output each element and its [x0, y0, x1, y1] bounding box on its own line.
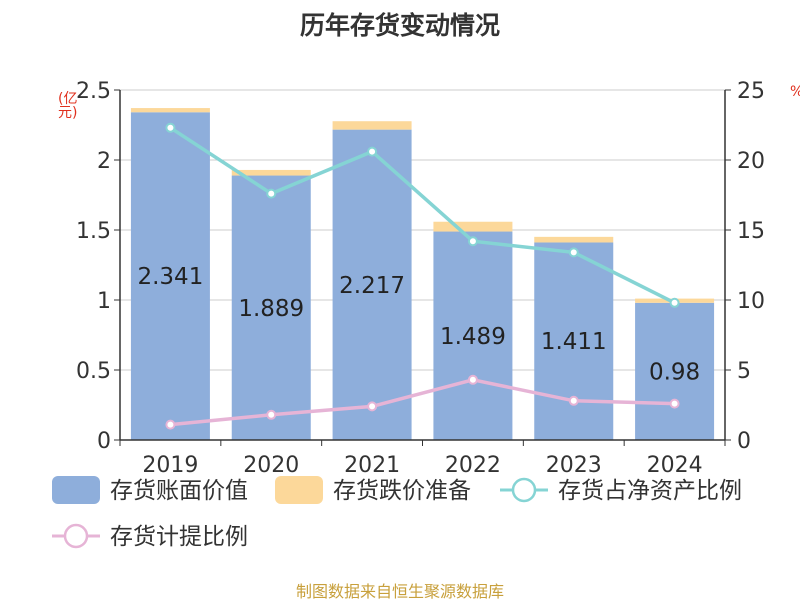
- right-axis-tick-label: 0: [737, 429, 751, 454]
- left-axis-tick-label: 1.5: [76, 219, 111, 244]
- x-axis-tick-label: 2022: [445, 453, 501, 478]
- left-axis-tick-label: 1: [97, 289, 111, 314]
- x-axis-tick-label: 2023: [546, 453, 602, 478]
- bar-inventory-impairment: [332, 121, 412, 130]
- bar-inventory-impairment: [433, 221, 513, 232]
- legend-label: 存货账面价值: [110, 478, 248, 504]
- legend-swatch-marker: [511, 477, 537, 503]
- line-point: [568, 395, 579, 406]
- bar-inventory-book-value: [433, 231, 513, 440]
- left-axis-tick-label: 2.5: [76, 79, 111, 104]
- line-point: [165, 122, 176, 133]
- legend-label: 存货计提比例: [110, 524, 248, 550]
- bar-inventory-book-value: [231, 175, 311, 441]
- line-point: [669, 398, 680, 409]
- x-axis-tick-label: 2021: [344, 453, 400, 478]
- line-point: [568, 247, 579, 258]
- source-note: 制图数据来自恒生聚源数据库: [295, 582, 504, 601]
- data-label: 0.98: [649, 359, 700, 385]
- bar-inventory-book-value: [534, 242, 614, 440]
- data-label: 1.489: [440, 324, 506, 350]
- left-axis-tick-label: 0: [97, 429, 111, 454]
- line-point: [467, 374, 478, 385]
- right-axis-unit-fragment: %: [790, 84, 800, 100]
- left-axis-unit: (亿元): [58, 91, 78, 121]
- legend-label: 存货跌价准备: [333, 478, 471, 504]
- data-label: 1.889: [238, 296, 304, 322]
- x-axis-tick-label: 2019: [142, 453, 198, 478]
- line-point: [165, 419, 176, 430]
- legend-swatch-marker: [63, 523, 89, 549]
- line-point: [266, 409, 277, 420]
- left-axis-tick-label: 0.5: [76, 359, 111, 384]
- bar-inventory-impairment: [231, 169, 311, 176]
- line-provision-ratio: [170, 378, 675, 427]
- x-axis-tick-label: 2020: [243, 453, 299, 478]
- right-axis-tick-label: 20: [737, 149, 765, 174]
- line-point: [367, 146, 378, 157]
- bar-inventory-book-value: [635, 302, 715, 440]
- legend-swatch: [52, 476, 100, 504]
- legend-label: 存货占净资产比例: [558, 478, 742, 504]
- line-point: [467, 236, 478, 247]
- bar-inventory-impairment: [130, 108, 210, 113]
- data-label: 2.217: [339, 273, 405, 299]
- left-axis-tick-label: 2: [97, 149, 111, 174]
- bar-inventory-book-value: [332, 129, 412, 440]
- line-point: [367, 401, 378, 412]
- data-label: 2.341: [137, 264, 203, 290]
- line-point: [669, 297, 680, 308]
- line-point: [266, 188, 277, 199]
- bar-inventory-impairment: [534, 236, 614, 243]
- bar-inventory-book-value: [130, 112, 210, 440]
- chart-title: 历年存货变动情况: [299, 11, 500, 40]
- line-inventory-to-net-assets: [169, 126, 676, 305]
- legend-swatch: [275, 476, 323, 504]
- right-axis-tick-label: 10: [737, 289, 765, 314]
- right-axis-tick-label: 15: [737, 219, 765, 244]
- data-label: 1.411: [541, 329, 607, 355]
- x-axis-tick-label: 2024: [647, 453, 703, 478]
- right-axis-tick-label: 5: [737, 359, 751, 384]
- right-axis-tick-label: 25: [737, 79, 765, 104]
